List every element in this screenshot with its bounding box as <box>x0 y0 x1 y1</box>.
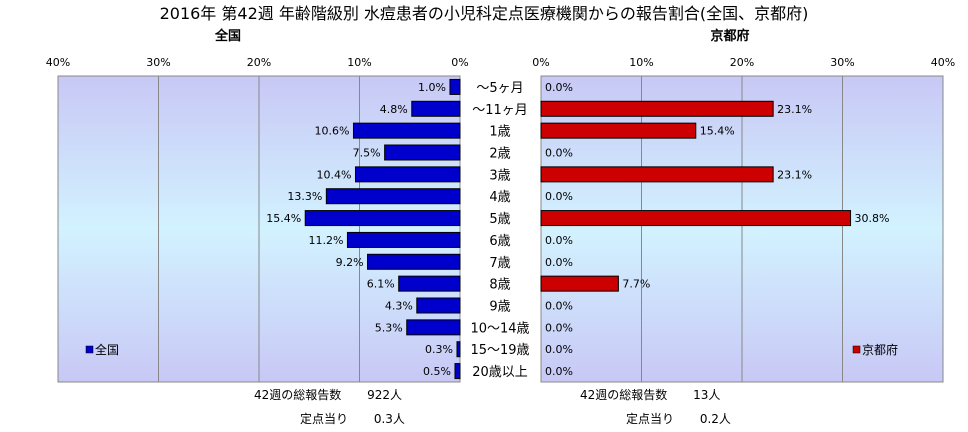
data-label: 10.4% <box>317 168 352 181</box>
data-label: 0.0% <box>545 321 573 334</box>
data-label: 0.0% <box>545 343 573 356</box>
data-label: 23.1% <box>777 168 812 181</box>
bar-kyoto <box>540 122 697 139</box>
data-label: 5.3% <box>375 321 403 334</box>
data-label: 13.3% <box>287 190 322 203</box>
stats-per-label: 定点当り <box>300 412 349 426</box>
stats-total-label: 42週の総報告数 <box>580 388 668 402</box>
data-label: 23.1% <box>777 103 812 116</box>
bar-kyoto <box>540 100 774 117</box>
x-tick-label: 20% <box>247 56 271 69</box>
data-label: 4.8% <box>380 103 408 116</box>
bar-national <box>384 144 461 161</box>
data-label: 10.6% <box>315 125 350 138</box>
category-label: 5歳 <box>489 212 510 227</box>
data-label: 11.2% <box>308 234 343 247</box>
x-tick-label: 30% <box>146 56 170 69</box>
bar-national <box>416 297 461 314</box>
stats-per-label: 定点当り <box>626 412 675 426</box>
data-label: 0.0% <box>545 365 573 378</box>
data-label: 4.3% <box>385 300 413 313</box>
data-label: 0.0% <box>545 190 573 203</box>
panel-title-national: 全国 <box>214 28 241 44</box>
bar-national <box>346 231 461 248</box>
x-tick-label: 40% <box>46 56 70 69</box>
data-label: 0.3% <box>425 343 453 356</box>
stats-total-value: 13人 <box>693 388 721 402</box>
category-label: 2歳 <box>489 147 510 162</box>
legend-swatch <box>852 345 861 354</box>
bar-national <box>456 341 461 358</box>
data-label: 1.0% <box>418 81 446 94</box>
data-label: 0.0% <box>545 234 573 247</box>
data-label: 9.2% <box>336 256 364 269</box>
data-label: 0.0% <box>545 300 573 313</box>
category-label: 6歳 <box>489 234 510 249</box>
bar-national <box>398 275 461 292</box>
category-label: 20歳以上 <box>472 365 528 380</box>
stats-national-total: 42週の総報告数 922人 <box>254 386 402 403</box>
data-label: 7.7% <box>622 278 650 291</box>
stats-per-value: 0.3人 <box>373 412 405 426</box>
plot-border <box>57 75 461 383</box>
category-label: ～11ヶ月 <box>472 103 528 118</box>
x-tick-label: 40% <box>931 56 955 69</box>
category-label: 8歳 <box>489 278 510 293</box>
data-label: 15.4% <box>266 212 301 225</box>
x-tick-label: 30% <box>830 56 854 69</box>
category-label: 10～14歳 <box>470 321 529 336</box>
stats-per-value: 0.2人 <box>699 412 731 426</box>
bar-kyoto <box>540 166 774 183</box>
x-tick-label: 0% <box>532 56 549 69</box>
legend-swatch <box>85 345 94 354</box>
bar-national <box>325 188 461 205</box>
data-label: 7.5% <box>353 147 381 160</box>
bar-national <box>352 122 461 139</box>
stats-national-per: 定点当り 0.3人 <box>300 410 405 427</box>
category-label: 1歳 <box>489 125 510 140</box>
x-tick-label: 20% <box>730 56 754 69</box>
x-tick-label: 0% <box>451 56 468 69</box>
data-label: 6.1% <box>367 278 395 291</box>
category-label: 7歳 <box>489 256 510 271</box>
bar-kyoto <box>540 210 852 227</box>
category-label: 3歳 <box>489 168 510 183</box>
chart-title: 2016年 第42週 年齢階級別 水痘患者の小児科定点医療機関からの報告割合(全… <box>160 4 809 23</box>
bar-national <box>406 319 461 336</box>
x-tick-label: 10% <box>629 56 653 69</box>
stats-kyoto-total: 42週の総報告数 13人 <box>580 386 720 403</box>
legend-label: 京都府 <box>862 342 898 357</box>
category-axis: ～5ヶ月 ～11ヶ月 1歳 2歳 3歳 4歳 5歳 6歳 7歳 8歳 9歳 10～14歳 15～19歳 2… <box>470 81 529 380</box>
panel-kyoto: 0% 10% 20% 30% 40% 0.0% 23.1% 15.4% 0.0% 23.1% 0.0… <box>532 56 955 383</box>
data-label: 0.5% <box>423 365 451 378</box>
data-label: 15.4% <box>700 125 735 138</box>
category-label: 4歳 <box>489 190 510 205</box>
category-label: 15～19歳 <box>470 343 529 358</box>
plot-border <box>540 75 944 383</box>
bar-national <box>411 100 461 117</box>
data-label: 0.0% <box>545 256 573 269</box>
bar-national <box>449 78 461 95</box>
bar-national <box>354 166 461 183</box>
stats-total-value: 922人 <box>367 388 403 402</box>
data-label: 30.8% <box>855 212 890 225</box>
bar-kyoto <box>540 275 619 292</box>
data-label: 0.0% <box>545 81 573 94</box>
panel-title-kyoto: 京都府 <box>710 28 749 44</box>
stats-kyoto-per: 定点当り 0.2人 <box>626 410 731 427</box>
panel-national: 40% 30% 20% 10% 0% 1.0% 4.8% 10.6%7.5%10.4% 13.3… <box>46 56 469 383</box>
x-tick-label: 10% <box>347 56 371 69</box>
legend-label: 全国 <box>95 342 119 357</box>
category-label: ～5ヶ月 <box>476 81 523 96</box>
bar-national <box>367 253 461 270</box>
stats-total-label: 42週の総報告数 <box>254 388 342 402</box>
bar-national <box>454 363 461 380</box>
category-label: 9歳 <box>489 300 510 315</box>
bar-national <box>304 210 461 227</box>
data-label: 0.0% <box>545 147 573 160</box>
